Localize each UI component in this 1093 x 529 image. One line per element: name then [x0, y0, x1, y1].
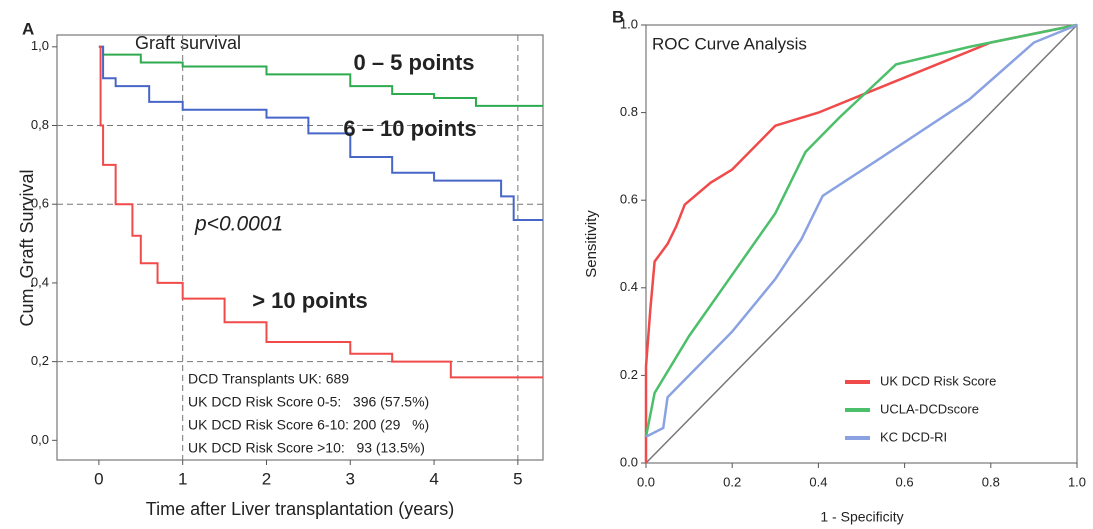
legend-label: UK DCD Risk Score — [880, 373, 996, 388]
info-line: UK DCD Risk Score 6-10: 200 (29 %) — [188, 417, 429, 433]
y-tick-label: 0,6 — [31, 196, 49, 211]
chart-title: Graft survival — [135, 33, 241, 53]
y-tick-label: 0.8 — [620, 104, 638, 119]
series-line — [644, 23, 1078, 463]
x-tick-label: 2 — [262, 469, 271, 488]
plot-frame — [56, 34, 544, 461]
series-line — [98, 45, 543, 379]
x-tick-label: 0.2 — [723, 474, 741, 489]
series-line — [98, 45, 543, 107]
x-tick-label: 1 — [178, 469, 187, 488]
x-tick-label: 4 — [429, 469, 438, 488]
x-tick-label: 0 — [94, 469, 103, 488]
chart-title: ROC Curve Analysis — [652, 34, 807, 53]
series-label: 6 – 10 points — [343, 116, 476, 141]
legend-label: KC DCD-RI — [880, 429, 947, 444]
info-line: DCD Transplants UK: 689 — [188, 371, 349, 387]
y-tick-label: 0,8 — [31, 117, 49, 132]
x-tick-label: 1.0 — [1068, 474, 1086, 489]
x-axis-label: Time after Liver transplantation (years) — [146, 499, 454, 519]
x-axis-label: 1 - Specificity — [820, 509, 903, 525]
annotation: p<0.0001 — [194, 213, 283, 236]
series-line — [98, 45, 543, 221]
y-tick-label: 1.0 — [620, 16, 638, 31]
y-axis-label: Sensitivity — [583, 210, 600, 278]
x-tick-label: 5 — [513, 469, 522, 488]
y-tick-label: 0.0 — [620, 454, 638, 469]
y-tick-label: 0,4 — [31, 274, 49, 289]
legend-label: UCLA-DCDscore — [880, 401, 979, 416]
series-line — [644, 23, 1078, 437]
x-tick-label: 0.8 — [982, 474, 1000, 489]
series-line — [645, 23, 1078, 438]
x-tick-label: 3 — [346, 469, 355, 488]
y-tick-label: 0,0 — [31, 432, 49, 447]
info-line: UK DCD Risk Score 0-5: 396 (57.5%) — [188, 394, 429, 410]
series-label: 0 – 5 points — [353, 50, 474, 75]
diagonal — [645, 24, 1078, 464]
y-tick-label: 1,0 — [31, 38, 49, 53]
panel-label: A — [22, 19, 34, 38]
y-axis-label: Cum. Graft Survival — [17, 169, 37, 326]
y-tick-label: 0.4 — [620, 279, 638, 294]
y-tick-label: 0.2 — [620, 367, 638, 382]
panel-label: B — [612, 7, 624, 26]
y-tick-label: 0,2 — [31, 353, 49, 368]
plot-frame — [645, 24, 1078, 464]
x-tick-label: 0.4 — [809, 474, 827, 489]
x-tick-label: 0.6 — [896, 474, 914, 489]
series-label: > 10 points — [252, 288, 368, 313]
x-tick-label: 0.0 — [637, 474, 655, 489]
y-tick-label: 0.6 — [620, 192, 638, 207]
info-line: UK DCD Risk Score >10: 93 (13.5%) — [188, 440, 425, 456]
